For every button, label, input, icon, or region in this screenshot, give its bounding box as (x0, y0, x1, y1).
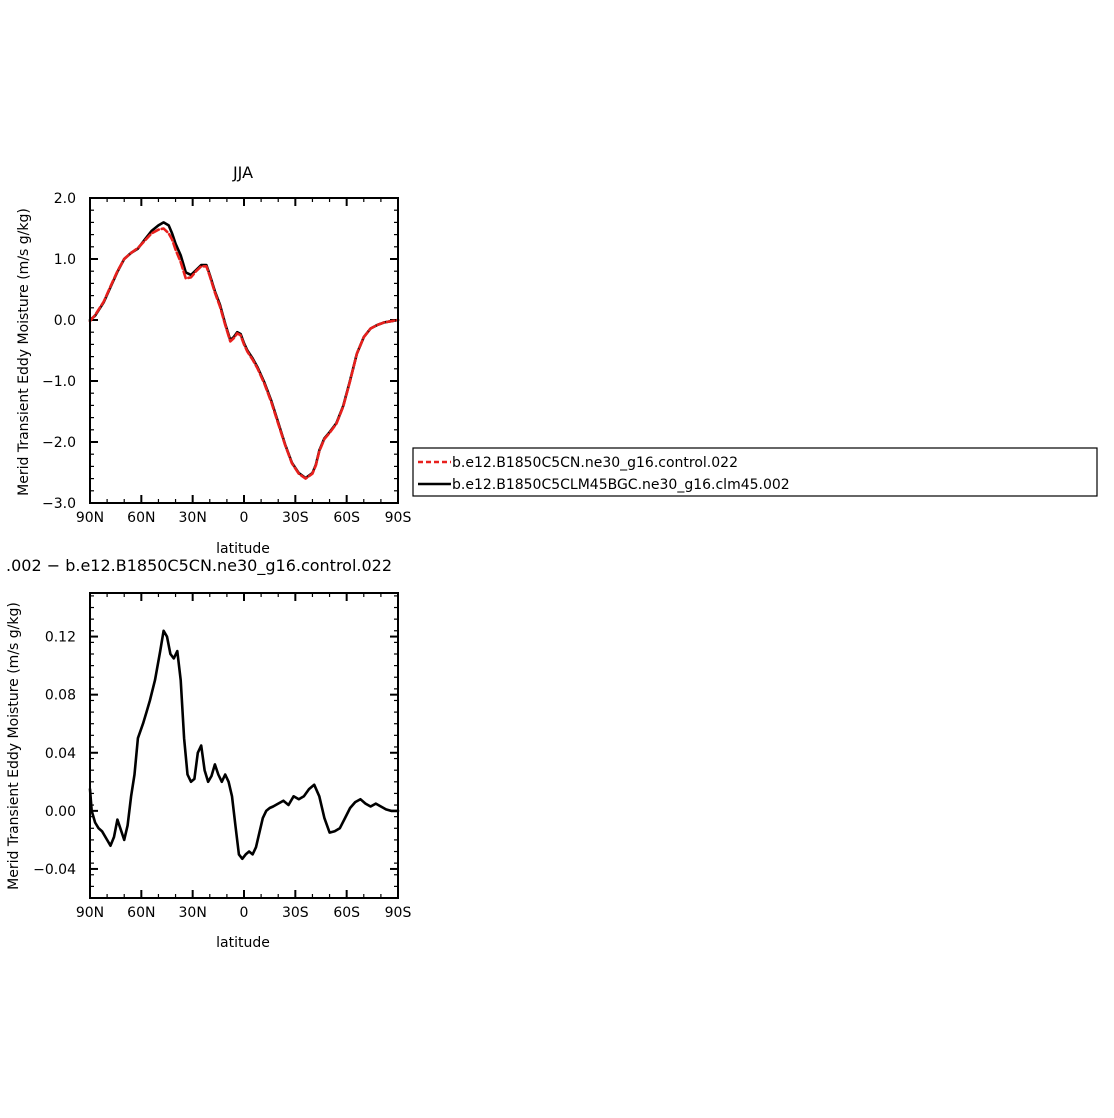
y-tick-label: 0.12 (45, 630, 76, 646)
x-tick-label: 90N (76, 905, 104, 921)
panel-bottom: .002 − b.e12.B1850C5CN.ne30_g16.control.… (6, 556, 411, 951)
series-line-difference (88, 629, 400, 861)
y-tick-label: 0.04 (45, 746, 76, 762)
y-tick-label: −0.04 (33, 862, 76, 878)
x-tick-label: 30N (179, 905, 207, 921)
plot-frame (89, 592, 399, 899)
series-group (88, 629, 400, 861)
y-tick-label: 0.00 (45, 804, 76, 820)
legend-entry-control: b.e12.B1850C5CN.ne30_g16.control.022 (452, 455, 738, 471)
panel-top: JJA Merid Transient Eddy Moisture (m/s g… (16, 163, 411, 557)
plot-frame (89, 197, 399, 504)
y-tick-label: −2.0 (42, 435, 76, 451)
y-tick-label: 2.0 (54, 191, 76, 207)
series-group (88, 221, 400, 480)
series-line-clm45 (88, 221, 400, 480)
y-axis-label: Merid Transient Eddy Moisture (m/s g/kg) (6, 602, 22, 890)
y-tick-label: 1.0 (54, 252, 76, 268)
y-tick-label: 0.0 (54, 313, 76, 329)
legend-box (412, 447, 1098, 497)
x-axis-label: latitude (216, 541, 270, 557)
x-tick-label: 90S (385, 510, 412, 526)
x-tick-label: 30N (179, 510, 207, 526)
series-line-control (88, 227, 400, 480)
chart-title: JJA (232, 163, 253, 182)
x-tick-label: 60S (333, 510, 360, 526)
x-tick-label: 30S (282, 905, 309, 921)
x-tick-label: 60N (127, 510, 155, 526)
chart-title: .002 − b.e12.B1850C5CN.ne30_g16.control.… (6, 556, 392, 576)
x-tick-label: 60N (127, 905, 155, 921)
legend: b.e12.B1850C5CN.ne30_g16.control.022 b.e… (412, 447, 1098, 497)
y-tick-label: −3.0 (42, 496, 76, 512)
x-tick-label: 30S (282, 510, 309, 526)
y-tick-label: −1.0 (42, 374, 76, 390)
y-tick-label: 0.08 (45, 688, 76, 704)
x-tick-label: 90S (385, 905, 412, 921)
x-tick-label: 60S (333, 905, 360, 921)
legend-entry-clm45: b.e12.B1850C5CLM45BGC.ne30_g16.clm45.002 (452, 477, 790, 493)
y-axis-label: Merid Transient Eddy Moisture (m/s g/kg) (16, 208, 32, 496)
x-tick-label: 0 (240, 510, 249, 526)
x-tick-label: 0 (240, 905, 249, 921)
x-tick-label: 90N (76, 510, 104, 526)
x-axis-label: latitude (216, 935, 270, 951)
